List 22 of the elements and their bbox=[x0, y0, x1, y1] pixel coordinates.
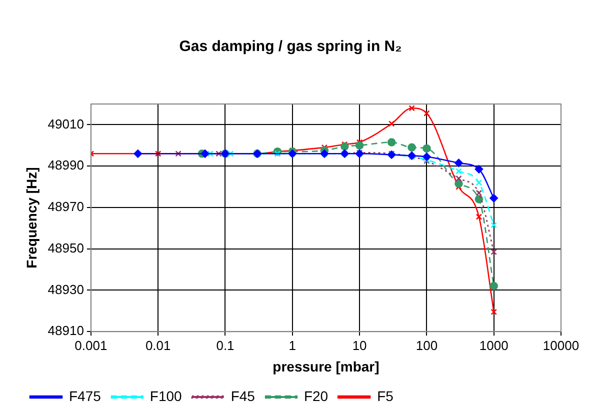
x-tick-label: 0.001 bbox=[74, 338, 108, 353]
y-tick-label: 49010 bbox=[48, 116, 84, 132]
y-tick-label: 48990 bbox=[48, 158, 84, 173]
y-tick-label: 48910 bbox=[48, 323, 84, 338]
legend-label: F100 bbox=[150, 388, 182, 404]
chart-title: Gas damping / gas spring in N₂ bbox=[179, 38, 402, 56]
y-tick-label: 48970 bbox=[48, 199, 84, 214]
y-tick-label: 48930 bbox=[48, 282, 84, 297]
x-tick-label: 100 bbox=[416, 338, 438, 353]
legend-label: F5 bbox=[377, 388, 394, 404]
x-axis-title: pressure [mbar] bbox=[272, 358, 380, 374]
x-tick-label: 10000 bbox=[542, 338, 580, 353]
legend-label: F45 bbox=[230, 388, 256, 404]
x-tick-label: 1 bbox=[288, 338, 296, 353]
x-tick-label: 10 bbox=[352, 338, 367, 353]
y-axis-title: Frequency [Hz] bbox=[23, 167, 40, 268]
y-tick-label: 48950 bbox=[48, 240, 84, 256]
x-tick-label: 0.01 bbox=[145, 338, 171, 353]
x-tick-label: 1000 bbox=[479, 338, 508, 353]
legend-label: F20 bbox=[304, 388, 328, 404]
legend-label: F475 bbox=[69, 388, 102, 404]
x-tick-label: 0.1 bbox=[216, 338, 234, 353]
